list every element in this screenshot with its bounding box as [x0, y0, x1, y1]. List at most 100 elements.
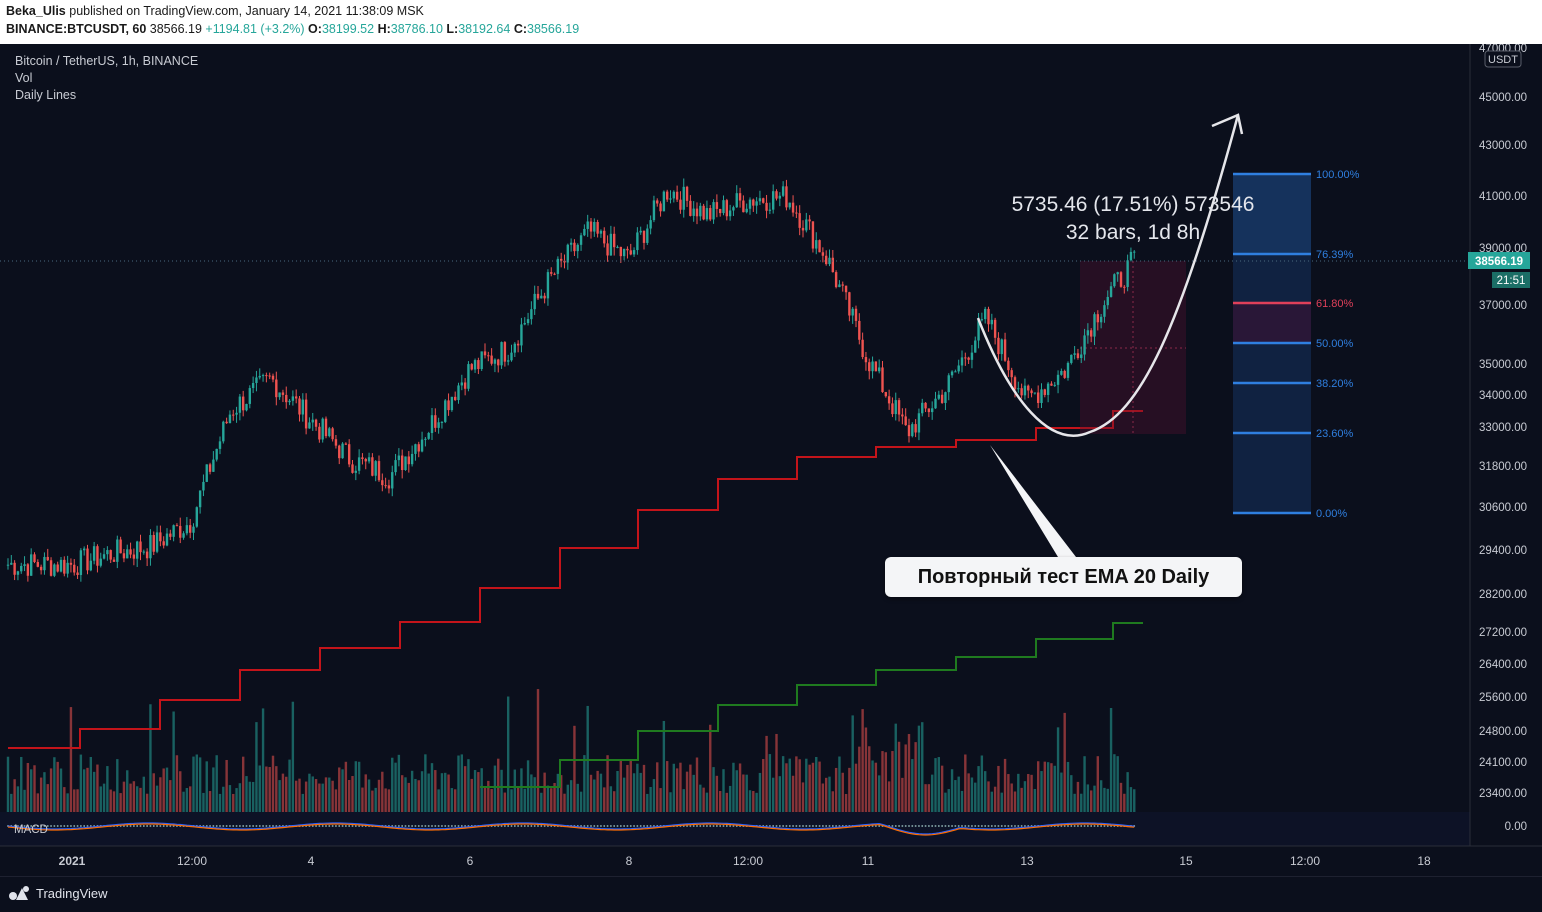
callout-label[interactable]: Повторный тест EMA 20 Daily [885, 557, 1242, 597]
macd-histogram-bar [209, 825, 211, 827]
volume-bar [722, 769, 725, 812]
candle-body [556, 258, 560, 274]
volume-bar [606, 755, 609, 812]
candle-body [470, 364, 473, 370]
time-tick-label: 15 [1179, 854, 1193, 868]
candle-body [473, 360, 477, 370]
candle-body [1076, 353, 1080, 358]
candle-body [49, 560, 53, 576]
macd-histogram-bar [278, 825, 281, 827]
time-tick-label: 4 [308, 854, 315, 868]
volume-bar [1007, 774, 1010, 812]
legend-vol[interactable]: Vol [15, 71, 33, 85]
currency-badge[interactable] [1484, 50, 1522, 68]
volume-bar [271, 755, 275, 812]
candle-body [10, 562, 13, 565]
candle-body [235, 412, 238, 415]
forecast-curve[interactable] [976, 114, 1240, 437]
legend-title[interactable]: Bitcoin / TetherUS, 1h, BINANCE [15, 54, 199, 68]
macd-histogram-bar [414, 825, 417, 827]
volume-bar [550, 788, 553, 812]
candle-body [112, 559, 116, 562]
low-label: L: [446, 22, 459, 36]
volume-bar [778, 776, 782, 812]
macd-histogram-bar [321, 825, 324, 827]
open-value: 38199.52 [321, 22, 375, 36]
macd-histogram-bar [212, 825, 215, 827]
close-label: C: [513, 22, 528, 36]
volume-bar [824, 777, 828, 812]
macd-histogram-bar [961, 825, 963, 827]
volume-bar [29, 769, 33, 812]
candle-body [626, 248, 629, 251]
macd-histogram-bar [928, 825, 930, 827]
candle-body [1003, 339, 1007, 361]
candle-body [460, 382, 464, 386]
macd-histogram-bar [215, 825, 218, 827]
volume-bar [1023, 781, 1027, 812]
fibonacci-retracement[interactable]: 100.00% 76.39% 61.80% 50.00% 38.20% 23.60% 0.0… [1233, 169, 1360, 520]
macd-histogram-bar [533, 825, 536, 827]
candle-body [589, 221, 593, 232]
volume-bar [672, 763, 676, 812]
candle-body [500, 342, 503, 366]
candle-body [301, 399, 305, 415]
candle-body [1129, 251, 1133, 261]
ema-daily-lines [8, 410, 1143, 788]
macd-histogram-bar [550, 825, 553, 827]
macd-histogram-bar [868, 825, 871, 827]
volume-bar [543, 772, 546, 812]
macd-histogram-bar [808, 825, 811, 827]
volume-bar [493, 765, 497, 812]
candle-body [1116, 272, 1119, 275]
macd-histogram-bar [828, 825, 831, 827]
legend-daily-lines[interactable]: Daily Lines [15, 88, 77, 102]
volume-bar [238, 783, 242, 812]
time-axis[interactable]: 2021 12:00 4 6 8 12:00 11 13 15 12:00 18 [59, 854, 1431, 868]
author-name[interactable]: Beka_Ulis [6, 4, 66, 18]
volume-bar [1050, 763, 1053, 812]
volume-bar [858, 746, 861, 812]
macd-histogram-bar [822, 825, 824, 827]
volume-bar [851, 715, 854, 812]
macd-histogram-bar [457, 825, 460, 827]
macd-histogram-bar [23, 825, 26, 827]
volume-bar [145, 793, 149, 812]
volume-bar [106, 766, 109, 812]
candle-body [930, 408, 934, 413]
macd-histogram-bar [779, 825, 781, 827]
volume-bar [500, 769, 503, 812]
tradingview-brand[interactable]: TradingView [8, 884, 108, 902]
candle-body [1000, 339, 1003, 355]
candle-body [493, 359, 497, 364]
price-chart[interactable]: 100.00% 76.39% 61.80% 50.00% 38.20% 23.60% 0.0… [0, 44, 1542, 876]
macd-histogram-bar [689, 825, 692, 827]
candle-body [1089, 330, 1093, 337]
candle-body [573, 242, 576, 252]
price-axis[interactable]: 47000.0045000.0043000.0041000.0039000.00… [1479, 44, 1527, 833]
macd-histogram-bar [580, 825, 582, 827]
time-tick-label: 8 [626, 854, 633, 868]
candle-body [874, 361, 878, 372]
candle-body [824, 255, 828, 265]
macd-histogram-bar [272, 825, 274, 827]
candle-body [420, 439, 424, 452]
volume-bar [387, 789, 391, 812]
candle-body [679, 199, 682, 210]
macd-histogram-bar [901, 825, 904, 827]
macd-histogram-bar [1100, 825, 1102, 827]
volume-bar [868, 746, 871, 812]
volume-bar [371, 790, 374, 812]
candle-body [1060, 370, 1063, 375]
candle-body [450, 396, 454, 411]
macd-histogram-bar [626, 825, 629, 827]
candle-body [225, 421, 228, 424]
macd-histogram-bar [1113, 825, 1116, 827]
volume-bar [391, 757, 394, 812]
candle-body [689, 200, 692, 216]
candle-body [659, 203, 662, 212]
macd-histogram-bar [971, 825, 973, 827]
macd-histogram-bar [633, 825, 635, 827]
macd-histogram-bar [249, 825, 251, 827]
macd-histogram-bar [805, 825, 808, 827]
